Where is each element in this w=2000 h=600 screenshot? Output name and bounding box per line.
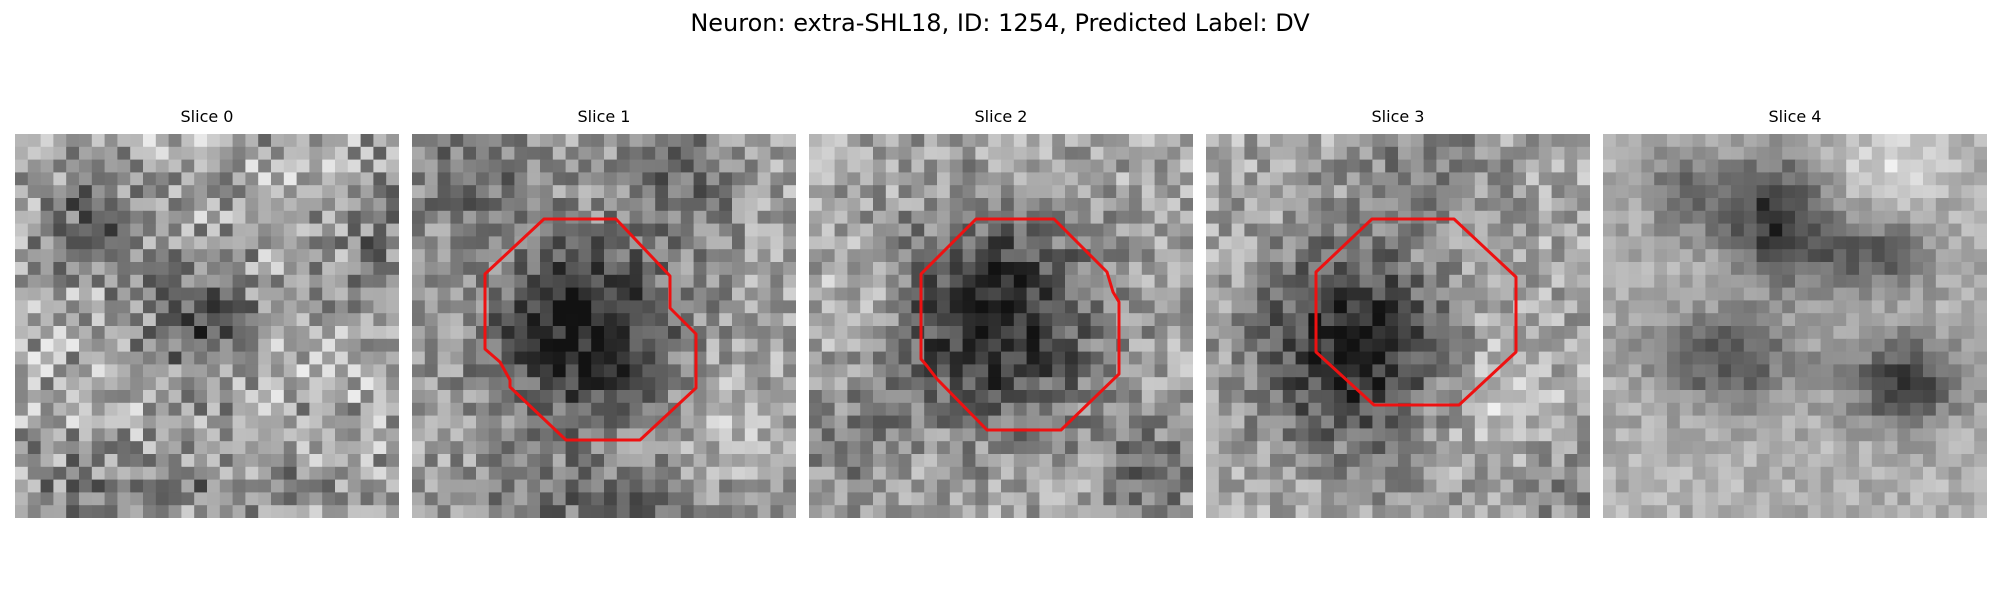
slice-image	[809, 134, 1193, 518]
slice-title: Slice 4	[1768, 107, 1822, 126]
slice-image	[15, 134, 399, 518]
slice-title: Slice 2	[974, 107, 1028, 126]
slice-title: Slice 1	[577, 107, 631, 126]
slice-image	[1603, 134, 1987, 518]
slice-image	[412, 134, 796, 518]
figure-title: Neuron: extra-SHL18, ID: 1254, Predicted…	[690, 9, 1310, 37]
slice-title: Slice 3	[1371, 107, 1425, 126]
roi-outline	[919, 217, 1121, 432]
slice-image	[1206, 134, 1590, 518]
slice-title: Slice 0	[180, 107, 234, 126]
roi-outline	[1314, 217, 1518, 407]
roi-outline	[483, 217, 698, 442]
